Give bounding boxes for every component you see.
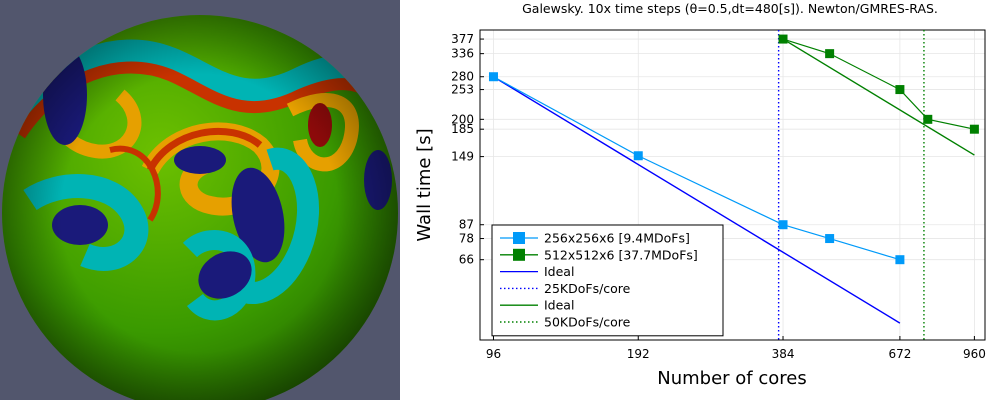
x-tick-label: 96 bbox=[486, 347, 501, 361]
data-point bbox=[825, 234, 835, 244]
x-tick-label: 672 bbox=[888, 347, 911, 361]
data-point bbox=[633, 151, 643, 161]
legend-swatch-marker bbox=[513, 248, 525, 261]
ideal-lines bbox=[493, 38, 975, 324]
series-line bbox=[782, 38, 975, 130]
legend-label: 512x512x6 [37.7MDoFs] bbox=[544, 247, 698, 262]
data-point bbox=[825, 49, 835, 59]
ideal-line bbox=[493, 76, 901, 324]
vorticity-sphere-image bbox=[2, 15, 398, 404]
legend-label: 256x256x6 [9.4MDoFs] bbox=[544, 231, 690, 246]
x-tick-label: 192 bbox=[627, 347, 650, 361]
legend-label: Ideal bbox=[544, 298, 574, 313]
legend-swatch-marker bbox=[513, 232, 525, 244]
y-tick-label: 336 bbox=[451, 47, 474, 61]
y-tick-label: 200 bbox=[451, 112, 474, 126]
chart-panel: Galewsky. 10x time steps (θ=0.5,dt=480[s… bbox=[400, 0, 1000, 400]
x-tick-label: 384 bbox=[772, 347, 795, 361]
legend-label: 50KDoFs/core bbox=[544, 315, 631, 330]
x-axis-label: Number of cores bbox=[657, 368, 806, 389]
data-point bbox=[969, 124, 979, 134]
y-tick-label: 87 bbox=[459, 218, 474, 232]
y-tick-label: 149 bbox=[451, 150, 474, 164]
legend: 256x256x6 [9.4MDoFs]512x512x6 [37.7MDoFs… bbox=[491, 224, 724, 337]
data-point bbox=[923, 114, 933, 124]
chart-title: Galewsky. 10x time steps (θ=0.5,dt=480[s… bbox=[522, 1, 938, 16]
data-series bbox=[488, 34, 979, 265]
sphere-visualization-panel bbox=[0, 0, 400, 404]
y-axis-label: Wall time [s] bbox=[414, 128, 435, 241]
data-point bbox=[488, 72, 498, 82]
data-point bbox=[778, 34, 788, 44]
ideal-line bbox=[782, 38, 975, 156]
data-point bbox=[778, 220, 788, 230]
legend-label: Ideal bbox=[544, 264, 574, 279]
y-tick-label: 78 bbox=[459, 232, 474, 246]
scaling-chart: Galewsky. 10x time steps (θ=0.5,dt=480[s… bbox=[414, 1, 986, 389]
plot-frame bbox=[479, 29, 986, 341]
x-tick-label: 960 bbox=[963, 347, 986, 361]
y-tick-label: 66 bbox=[459, 253, 474, 267]
legend-box bbox=[491, 224, 724, 337]
y-tick-label: 185 bbox=[451, 122, 474, 136]
y-tick-label: 377 bbox=[451, 32, 474, 46]
y-tick-label: 253 bbox=[451, 83, 474, 97]
data-point bbox=[895, 255, 905, 265]
data-point bbox=[895, 85, 905, 95]
legend-label: 25KDoFs/core bbox=[544, 281, 631, 296]
x-axis-ticks: 96 192 384 672 960 bbox=[486, 336, 986, 361]
y-tick-label: 280 bbox=[451, 70, 474, 84]
